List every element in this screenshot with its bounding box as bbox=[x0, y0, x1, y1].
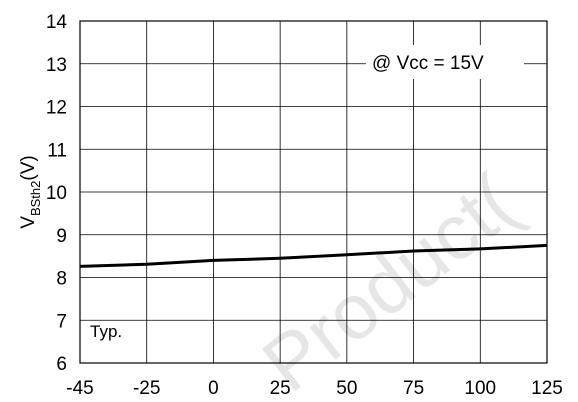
y-axis-ticks: 6 7 8 9 10 11 12 13 14 bbox=[46, 12, 68, 375]
y-tick-label: 7 bbox=[56, 311, 67, 332]
x-tick-label: -45 bbox=[66, 378, 93, 399]
y-label-main: V bbox=[18, 216, 39, 229]
watermark-text: Product( bbox=[246, 158, 532, 402]
x-tick-label: -25 bbox=[133, 378, 160, 399]
plot-frame bbox=[79, 20, 548, 364]
x-tick-label: 125 bbox=[531, 378, 563, 399]
y-tick-label: 14 bbox=[46, 12, 68, 33]
y-tick-label: 8 bbox=[56, 269, 67, 290]
typ-label: Typ. bbox=[90, 322, 122, 341]
x-tick-label: 25 bbox=[270, 378, 291, 399]
series-line bbox=[79, 243, 548, 268]
y-axis-label: VBSth2(V) bbox=[18, 155, 43, 228]
y-label-unit: (V) bbox=[18, 155, 39, 180]
x-axis-ticks: -45 -25 0 25 50 75 100 125 bbox=[66, 378, 563, 399]
y-tick-label: 6 bbox=[56, 354, 67, 375]
x-tick-label: 75 bbox=[403, 378, 424, 399]
y-label-subscript: BSth2 bbox=[28, 181, 43, 216]
annotation-background bbox=[366, 45, 524, 79]
y-tick-label: 11 bbox=[47, 140, 67, 161]
x-tick-label: 100 bbox=[464, 378, 496, 399]
x-tick-label: 50 bbox=[336, 378, 357, 399]
y-tick-label: 13 bbox=[46, 55, 67, 76]
x-tick-label: 0 bbox=[208, 378, 219, 399]
svg-text:VBSth2(V): VBSth2(V) bbox=[18, 155, 43, 228]
y-tick-label: 12 bbox=[46, 98, 67, 119]
annotation-text: @ Vcc = 15V bbox=[372, 53, 484, 74]
y-tick-label: 9 bbox=[56, 226, 67, 247]
y-tick-label: 10 bbox=[46, 183, 67, 204]
